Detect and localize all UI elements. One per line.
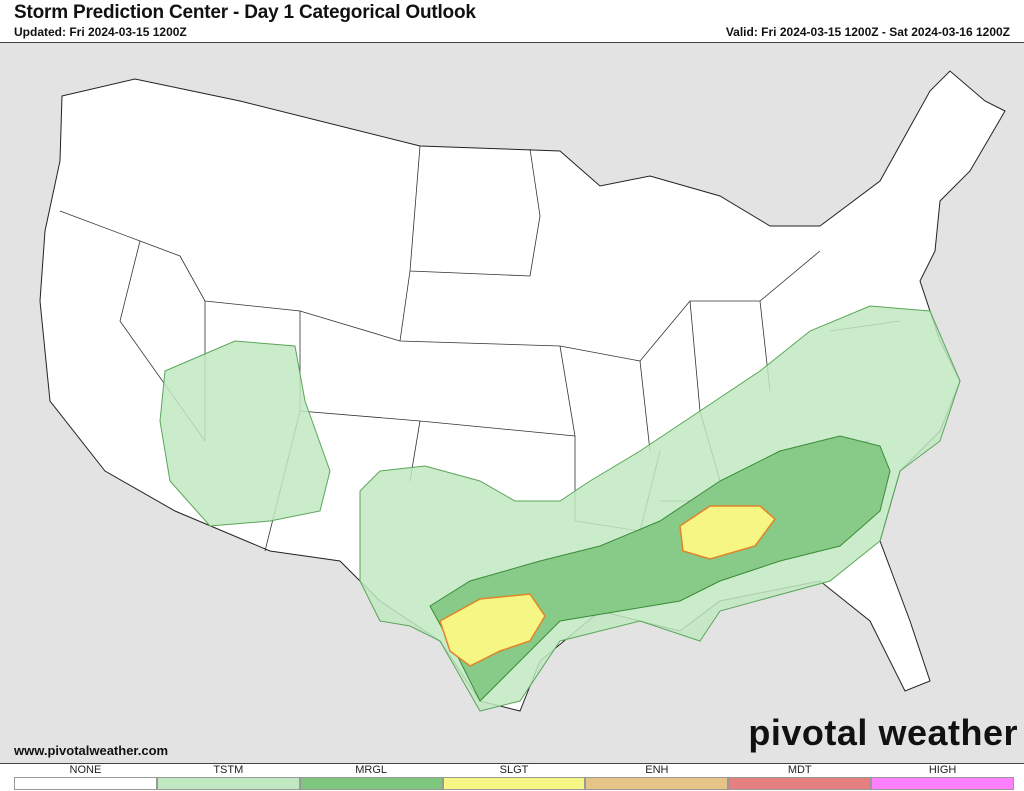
legend-label: TSTM [213,764,244,776]
legend-item-high: HIGH [871,764,1015,790]
category-legend: NONE TSTM MRGL SLGT ENH MDT HIGH [14,764,1015,790]
legend-label: SLGT [499,764,529,776]
slgt-area-alabama [679,505,777,560]
legend-swatch [585,777,729,790]
legend-swatch [442,777,586,790]
legend-swatch [299,777,443,790]
legend-swatch [14,777,157,790]
legend-swatch [156,777,300,790]
legend-item-mrgl: MRGL [299,764,443,790]
legend-item-slgt: SLGT [442,764,586,790]
legend-item-enh: ENH [585,764,729,790]
outlook-map [0,42,1024,764]
legend-swatch [728,777,872,790]
mrgl-area [429,435,891,702]
tstm-area-west [159,340,331,527]
slgt-area-texas [439,593,546,667]
legend-label: NONE [69,764,102,776]
legend-item-mdt: MDT [728,764,872,790]
legend-label: MDT [787,764,812,776]
legend-label: HIGH [928,764,957,776]
legend-label: ENH [645,764,669,776]
legend-item-tstm: TSTM [156,764,300,790]
pivotal-weather-logo: pivotal weather [748,712,1018,753]
valid-time: Valid: Fri 2024-03-15 1200Z - Sat 2024-0… [725,25,1010,39]
map-title: Storm Prediction Center - Day 1 Categori… [14,2,476,23]
website-url: www.pivotalweather.com [14,743,169,758]
legend-item-none: NONE [14,764,157,790]
legend-swatch [871,777,1015,790]
updated-time: Updated: Fri 2024-03-15 1200Z [14,25,187,39]
legend-label: MRGL [355,764,388,776]
